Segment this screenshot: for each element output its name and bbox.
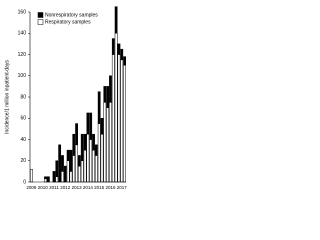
bar-segment [78, 165, 81, 183]
bar-segment [106, 107, 110, 183]
bar-segment [83, 149, 87, 183]
x-tick-label: 2011 [49, 185, 59, 190]
y-tick-label: 140 [18, 31, 27, 37]
bar-segment [94, 144, 98, 156]
bar-segment [30, 169, 33, 183]
bar-segment [80, 160, 84, 183]
x-tick-label: 2009 [26, 185, 37, 190]
bar-segment [109, 102, 112, 183]
bar-segment [61, 171, 64, 183]
bar-segment [92, 149, 95, 183]
bar-segment [78, 155, 81, 167]
bar-segment [66, 160, 70, 183]
bar-segment [75, 123, 78, 146]
bar-segment [120, 59, 124, 183]
chart: Incidence/1 million inpatient-days 0 20 40… [4, 6, 128, 190]
bar-segment [100, 118, 104, 135]
bar-segment [117, 54, 121, 183]
bar-segment [114, 33, 118, 183]
bar-segment [109, 75, 112, 103]
bar-segment [66, 149, 70, 161]
y-tick-label: 0 [23, 179, 26, 185]
bar-segment [44, 176, 47, 180]
y-tick-label: 120 [18, 52, 27, 58]
legend-label: Respiratory samples [45, 19, 91, 25]
bar-segment [86, 112, 90, 135]
y-tick-label: 60 [20, 116, 26, 122]
page: {"chart_data": {"type": "stacked_bar", "… [4, 6, 128, 191]
bar-segment [69, 149, 73, 172]
bar-segment [44, 178, 47, 183]
y-tick-label: 80 [20, 94, 26, 100]
bar-segment [86, 133, 90, 183]
bar-segment [89, 112, 93, 140]
bar-segment [52, 171, 56, 183]
bar-segment [106, 86, 110, 108]
x-tick-label: 2013 [72, 185, 83, 190]
bar-segment [94, 155, 98, 183]
bar-segment [55, 176, 59, 183]
x-tick-label: 2016 [105, 185, 116, 190]
bar-segment [92, 133, 95, 151]
y-tick-label: 100 [18, 73, 27, 79]
bar-segment [97, 123, 101, 183]
y-tick-label: 20 [20, 158, 26, 164]
x-tick-label: 2014 [83, 185, 94, 190]
x-tick-label: 2012 [60, 185, 71, 190]
bar-segment [46, 176, 50, 183]
bar-segment [97, 91, 101, 124]
bar-segment [61, 155, 64, 172]
bar-segment [111, 38, 115, 55]
legend-label: Nonrespiratory samples [45, 12, 98, 18]
bar-segment [89, 139, 93, 183]
bar-segment [69, 171, 73, 183]
bar-segment [103, 102, 107, 183]
bar-segment [55, 160, 59, 177]
bar-segment [111, 54, 115, 183]
bar-segment [103, 86, 107, 103]
bar-segment [58, 144, 62, 183]
x-tick-label: 2010 [38, 185, 49, 190]
legend-swatch [37, 19, 44, 25]
bar-segment [120, 48, 124, 61]
bar-segment [114, 6, 118, 34]
y-tick-label: 40 [20, 137, 26, 143]
x-tick-label: 2015 [94, 185, 105, 190]
legend-swatch [37, 12, 44, 18]
bar-segment [75, 144, 78, 183]
x-tick-label: 2017 [117, 185, 128, 190]
bar-segment [123, 56, 126, 66]
bar-segment [80, 133, 84, 161]
bar-segment [123, 64, 126, 183]
bar-segment [72, 155, 76, 183]
bar-segment [83, 133, 87, 151]
bar-segment [72, 133, 76, 156]
y-axis-label: Incidence/1 million inpatient-days [4, 60, 10, 134]
bar-segment [63, 165, 67, 183]
y-tick-label: 160 [18, 9, 27, 15]
bar-segment [100, 133, 104, 183]
bar-segment [117, 43, 121, 55]
